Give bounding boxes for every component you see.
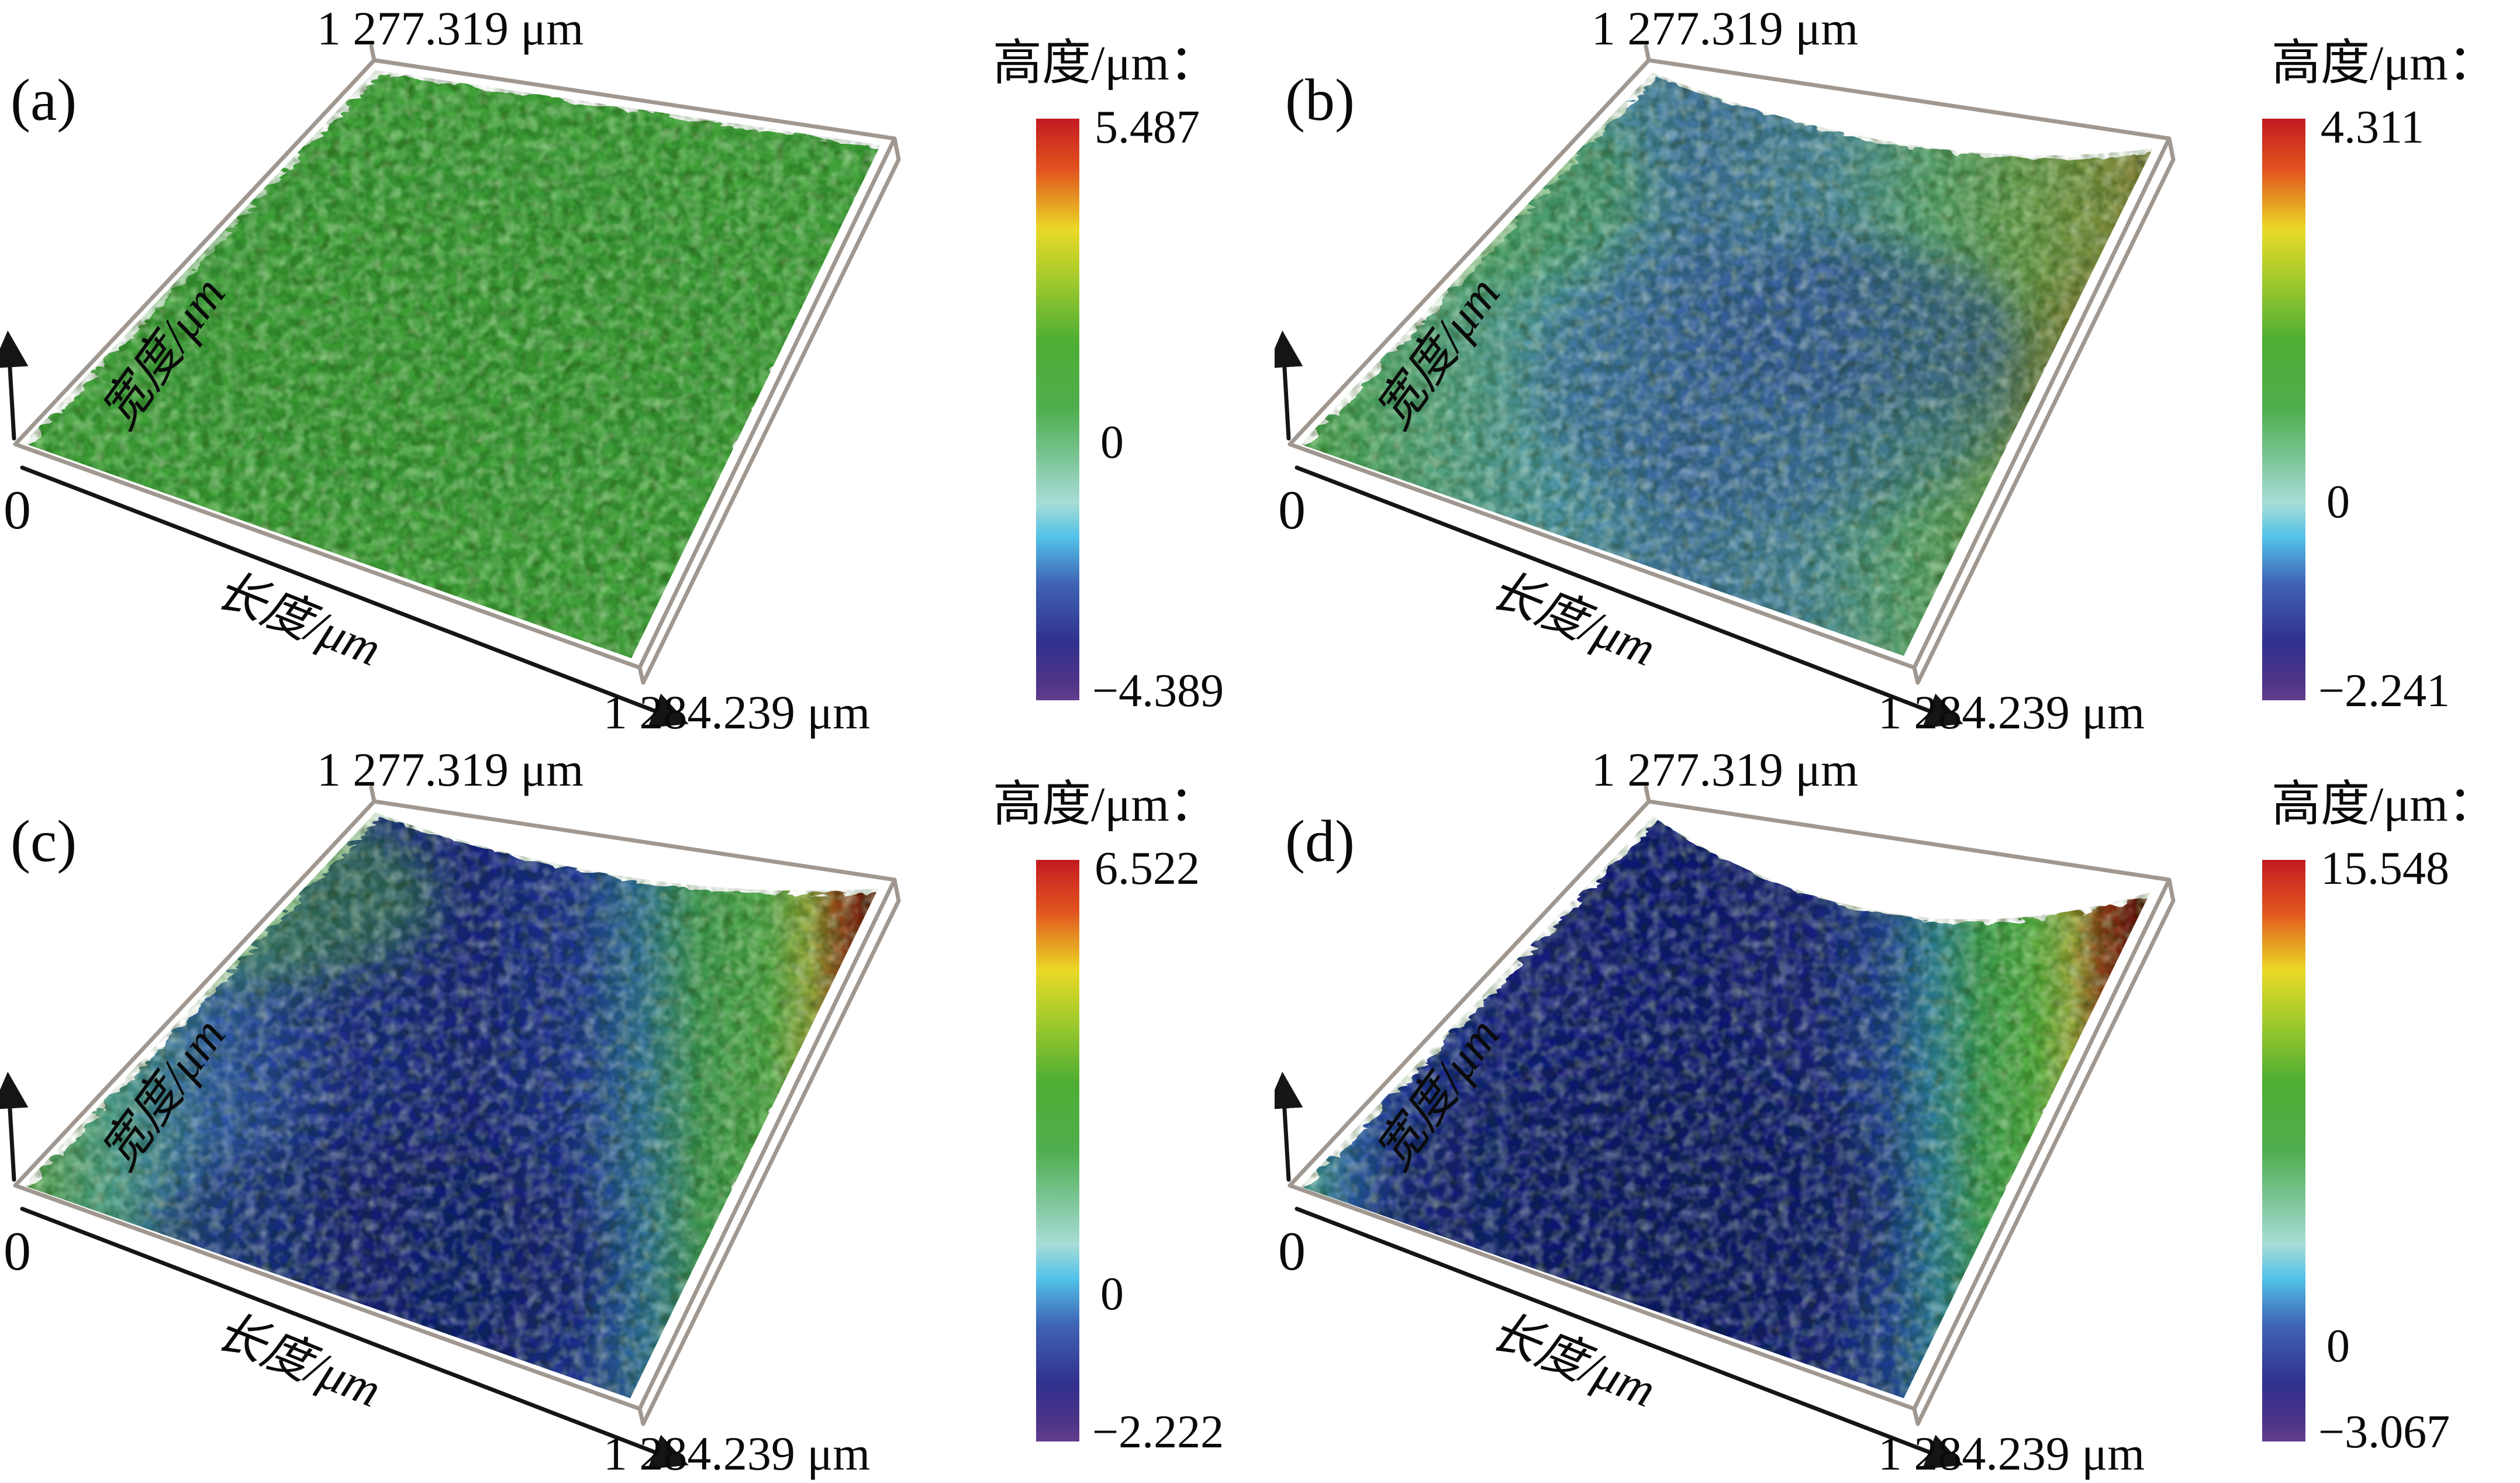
colorbar-max-value: 5.487 — [1095, 102, 1200, 153]
colorbar-gradient — [2262, 119, 2305, 700]
panel-a: (a) 1 277.319 μm 宽度/μm 0 长度/μm 1 284.239… — [0, 0, 971, 754]
panel-b: (b) 1 277.319 μm 宽度/μm 0 长度/μm 1 284.239… — [1275, 0, 2245, 754]
surface-a-speckle-light — [23, 70, 881, 658]
colorbar-zero-value: 0 — [2326, 1320, 2350, 1373]
colorbar-b: 高度/μm： 4.311 0 −2.241 — [2247, 23, 2520, 717]
length-axis-arrow — [1294, 1207, 1963, 1470]
panel-letter: (d) — [1285, 808, 1355, 874]
colorbar-gradient — [1036, 860, 1079, 1441]
surface-c-speckle-light — [23, 813, 878, 1398]
wireframe-edges — [369, 785, 901, 1426]
colorbar-gradient — [2262, 860, 2305, 1441]
axis-origin-label: 0 — [1278, 480, 1306, 541]
colorbar-gradient — [1036, 119, 1079, 700]
panel-d: (d) 1 277.319 μm 宽度/μm 0 长度/μm 1 284.239… — [1275, 741, 2245, 1483]
colorbar-a: 高度/μm： 5.487 0 −4.389 — [982, 23, 1275, 717]
colorbar-title: 高度/μm： — [993, 777, 1218, 832]
length-axis-arrow — [1294, 465, 1963, 728]
colorbar-d: 高度/μm： 15.548 0 −3.067 — [2247, 765, 2520, 1458]
panel-letter: (b) — [1285, 67, 1355, 133]
colorbar-min-value: −2.241 — [2318, 665, 2450, 717]
panel-letter: (a) — [11, 67, 77, 133]
wireframe-edges — [1644, 44, 2176, 685]
axis-top-label: 1 277.319 μm — [1591, 2, 1859, 55]
colorbar-zero-value: 0 — [1100, 1268, 1124, 1320]
surface-b-speckle-light — [1300, 72, 2153, 656]
length-axis-arrow — [20, 1207, 689, 1470]
colorbar-max-value: 15.548 — [2321, 843, 2449, 894]
colorbar-c: 高度/μm： 6.522 0 −2.222 — [982, 765, 1275, 1458]
z-axis-arrow — [1275, 1071, 1303, 1182]
length-axis-arrow — [20, 465, 689, 728]
axis-bottom-label: 1 284.239 μm — [603, 1427, 871, 1480]
surface-d-speckle-light — [1300, 816, 2150, 1398]
colorbar-title: 高度/μm： — [993, 36, 1218, 91]
colorbar-min-value: −2.222 — [1092, 1406, 1224, 1458]
colorbar-max-value: 4.311 — [2321, 102, 2425, 153]
colorbar-zero-value: 0 — [2326, 476, 2350, 528]
colorbar-max-value: 6.522 — [1095, 843, 1200, 894]
panel-c: (c) 1 277.319 μm 宽度/μm 0 长度/μm 1 284.239… — [0, 741, 971, 1483]
axis-origin-label: 0 — [4, 1221, 31, 1282]
axis-top-label: 1 277.319 μm — [316, 2, 584, 55]
wireframe-edges — [369, 44, 901, 685]
z-axis-arrow — [0, 330, 29, 441]
surface-plot-c — [0, 785, 901, 1470]
axis-bottom-label: 1 284.239 μm — [603, 686, 871, 739]
axis-origin-label: 0 — [4, 480, 31, 541]
surface-plot-b — [1275, 44, 2176, 728]
surface-plot-d — [1275, 785, 2176, 1470]
colorbar-min-value: −4.389 — [1092, 665, 1224, 717]
colorbar-min-value: −3.067 — [2318, 1406, 2450, 1458]
colorbar-title: 高度/μm： — [2272, 777, 2497, 832]
wireframe-edges — [1644, 785, 2176, 1426]
axis-origin-label: 0 — [1278, 1221, 1306, 1282]
axis-top-label: 1 277.319 μm — [1591, 743, 1859, 796]
surface-plot-a — [0, 44, 901, 728]
axis-top-label: 1 277.319 μm — [316, 743, 584, 796]
z-axis-arrow — [0, 1071, 29, 1182]
colorbar-zero-value: 0 — [1100, 416, 1124, 468]
colorbar-title: 高度/μm： — [2272, 36, 2497, 91]
axis-bottom-label: 1 284.239 μm — [1877, 1427, 2145, 1480]
axis-bottom-label: 1 284.239 μm — [1877, 686, 2145, 739]
panel-letter: (c) — [11, 808, 77, 874]
z-axis-arrow — [1275, 330, 1303, 441]
